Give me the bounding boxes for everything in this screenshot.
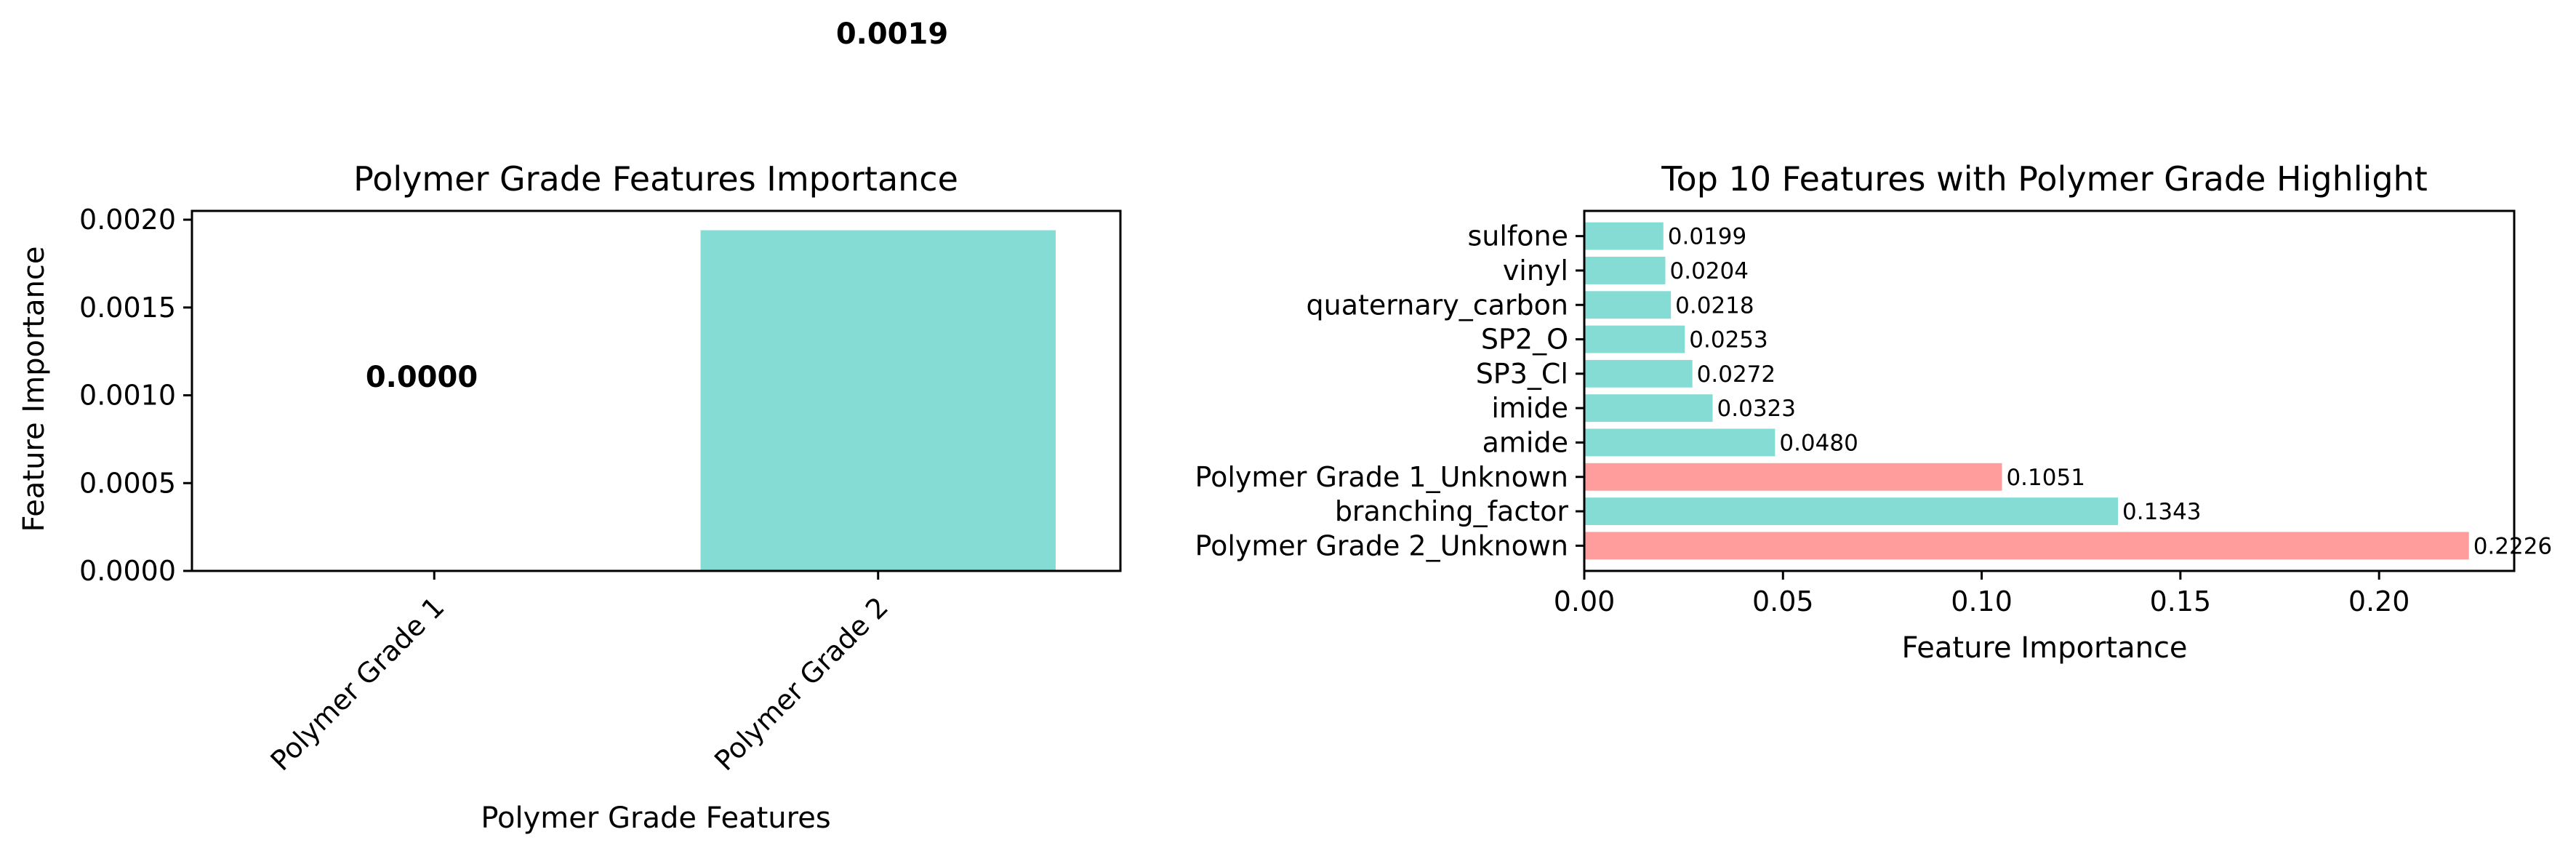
- right-bars-group: 0.2226 0.1343 0.1051 0.0480 0.0323 0.0272 0.02…: [1584, 222, 2552, 560]
- right-ytick-label: Polymer Grade 2_Unknown: [1195, 529, 1568, 561]
- right-ytick-label: amide: [1482, 426, 1568, 458]
- right-bar: [1584, 291, 1672, 319]
- right-xtick-label: 0.05: [1752, 585, 1814, 617]
- right-xtick-label: 0.20: [2348, 585, 2410, 617]
- right-bar: [1584, 497, 2119, 525]
- left-bar: [700, 230, 1056, 571]
- right-bar-value-label: 0.1343: [2122, 499, 2201, 525]
- right-bar: [1584, 257, 1666, 284]
- right-ytick-label: vinyl: [1503, 255, 1568, 287]
- left-ytick-label: 0.0010: [79, 380, 176, 412]
- right-xtick-label: 0.10: [1951, 585, 2013, 617]
- right-bar-value-label: 0.2226: [2473, 533, 2552, 559]
- right-bar-value-label: 0.0323: [1717, 396, 1796, 422]
- left-ytick-label: 0.0020: [79, 204, 176, 236]
- right-chart-title: Top 10 Features with Polymer Grade Highl…: [1661, 159, 2427, 199]
- left-y-axis-ticks: 0.0000 0.0005 0.0010 0.0015 0.0020: [79, 204, 192, 587]
- left-ytick-label: 0.0000: [79, 555, 176, 587]
- right-bar-value-label: 0.0253: [1689, 327, 1768, 353]
- left-plot-frame: [190, 209, 1122, 572]
- right-bar: [1584, 325, 1685, 353]
- left-ytick-label: 0.0005: [79, 467, 176, 499]
- left-chart-xlabel: Polymer Grade Features: [481, 801, 830, 835]
- right-x-axis-ticks: 0.00 0.05 0.10 0.15 0.20: [1554, 571, 2410, 617]
- right-bar-value-label: 0.0199: [1668, 224, 1746, 250]
- right-ytick-label: sulfone: [1467, 220, 1568, 252]
- right-plot-frame: [1583, 209, 2516, 572]
- right-xtick-label: 0.15: [2150, 585, 2212, 617]
- right-ytick-label: imide: [1491, 392, 1568, 424]
- right-y-axis-ticks: Polymer Grade 2_Unknownbranching_factorP…: [1195, 220, 1584, 561]
- right-ytick-label: quaternary_carbon: [1307, 289, 1568, 321]
- left-ytick-label: 0.0015: [79, 292, 176, 324]
- right-xtick-label: 0.00: [1554, 585, 1616, 617]
- right-bar: [1584, 428, 1775, 457]
- left-bar-value-label: 0.0000: [366, 361, 478, 394]
- right-bar-value-label: 0.0480: [1779, 430, 1858, 456]
- right-bar-value-label: 0.0272: [1697, 361, 1775, 388]
- right-bar-highlighted: [1584, 463, 2002, 491]
- right-ytick-label: SP3_Cl: [1476, 358, 1568, 390]
- right-bar-highlighted: [1584, 532, 2469, 560]
- right-bar-value-label: 0.0218: [1675, 292, 1754, 319]
- right-bar: [1584, 394, 1713, 423]
- right-bar-value-label: 0.0204: [1670, 258, 1749, 284]
- right-bar: [1584, 222, 1664, 250]
- right-chart: Top 10 Features with Polymer Grade Highl…: [1195, 159, 2553, 665]
- right-chart-xlabel: Feature Importance: [1901, 631, 2187, 665]
- right-bar-value-label: 0.1051: [2006, 465, 2085, 491]
- right-ytick-label: SP2_O: [1481, 324, 1568, 356]
- right-ytick-label: branching_factor: [1335, 495, 1569, 527]
- left-chart-title: Polymer Grade Features Importance: [353, 159, 958, 199]
- right-bar: [1584, 359, 1693, 388]
- left-bars-group: 0.0000 0.0019: [366, 17, 1056, 571]
- right-ytick-label: Polymer Grade 1_Unknown: [1195, 461, 1568, 493]
- left-chart-ylabel: Feature Importance: [17, 246, 51, 532]
- left-bar-value-label: 0.0019: [836, 17, 948, 51]
